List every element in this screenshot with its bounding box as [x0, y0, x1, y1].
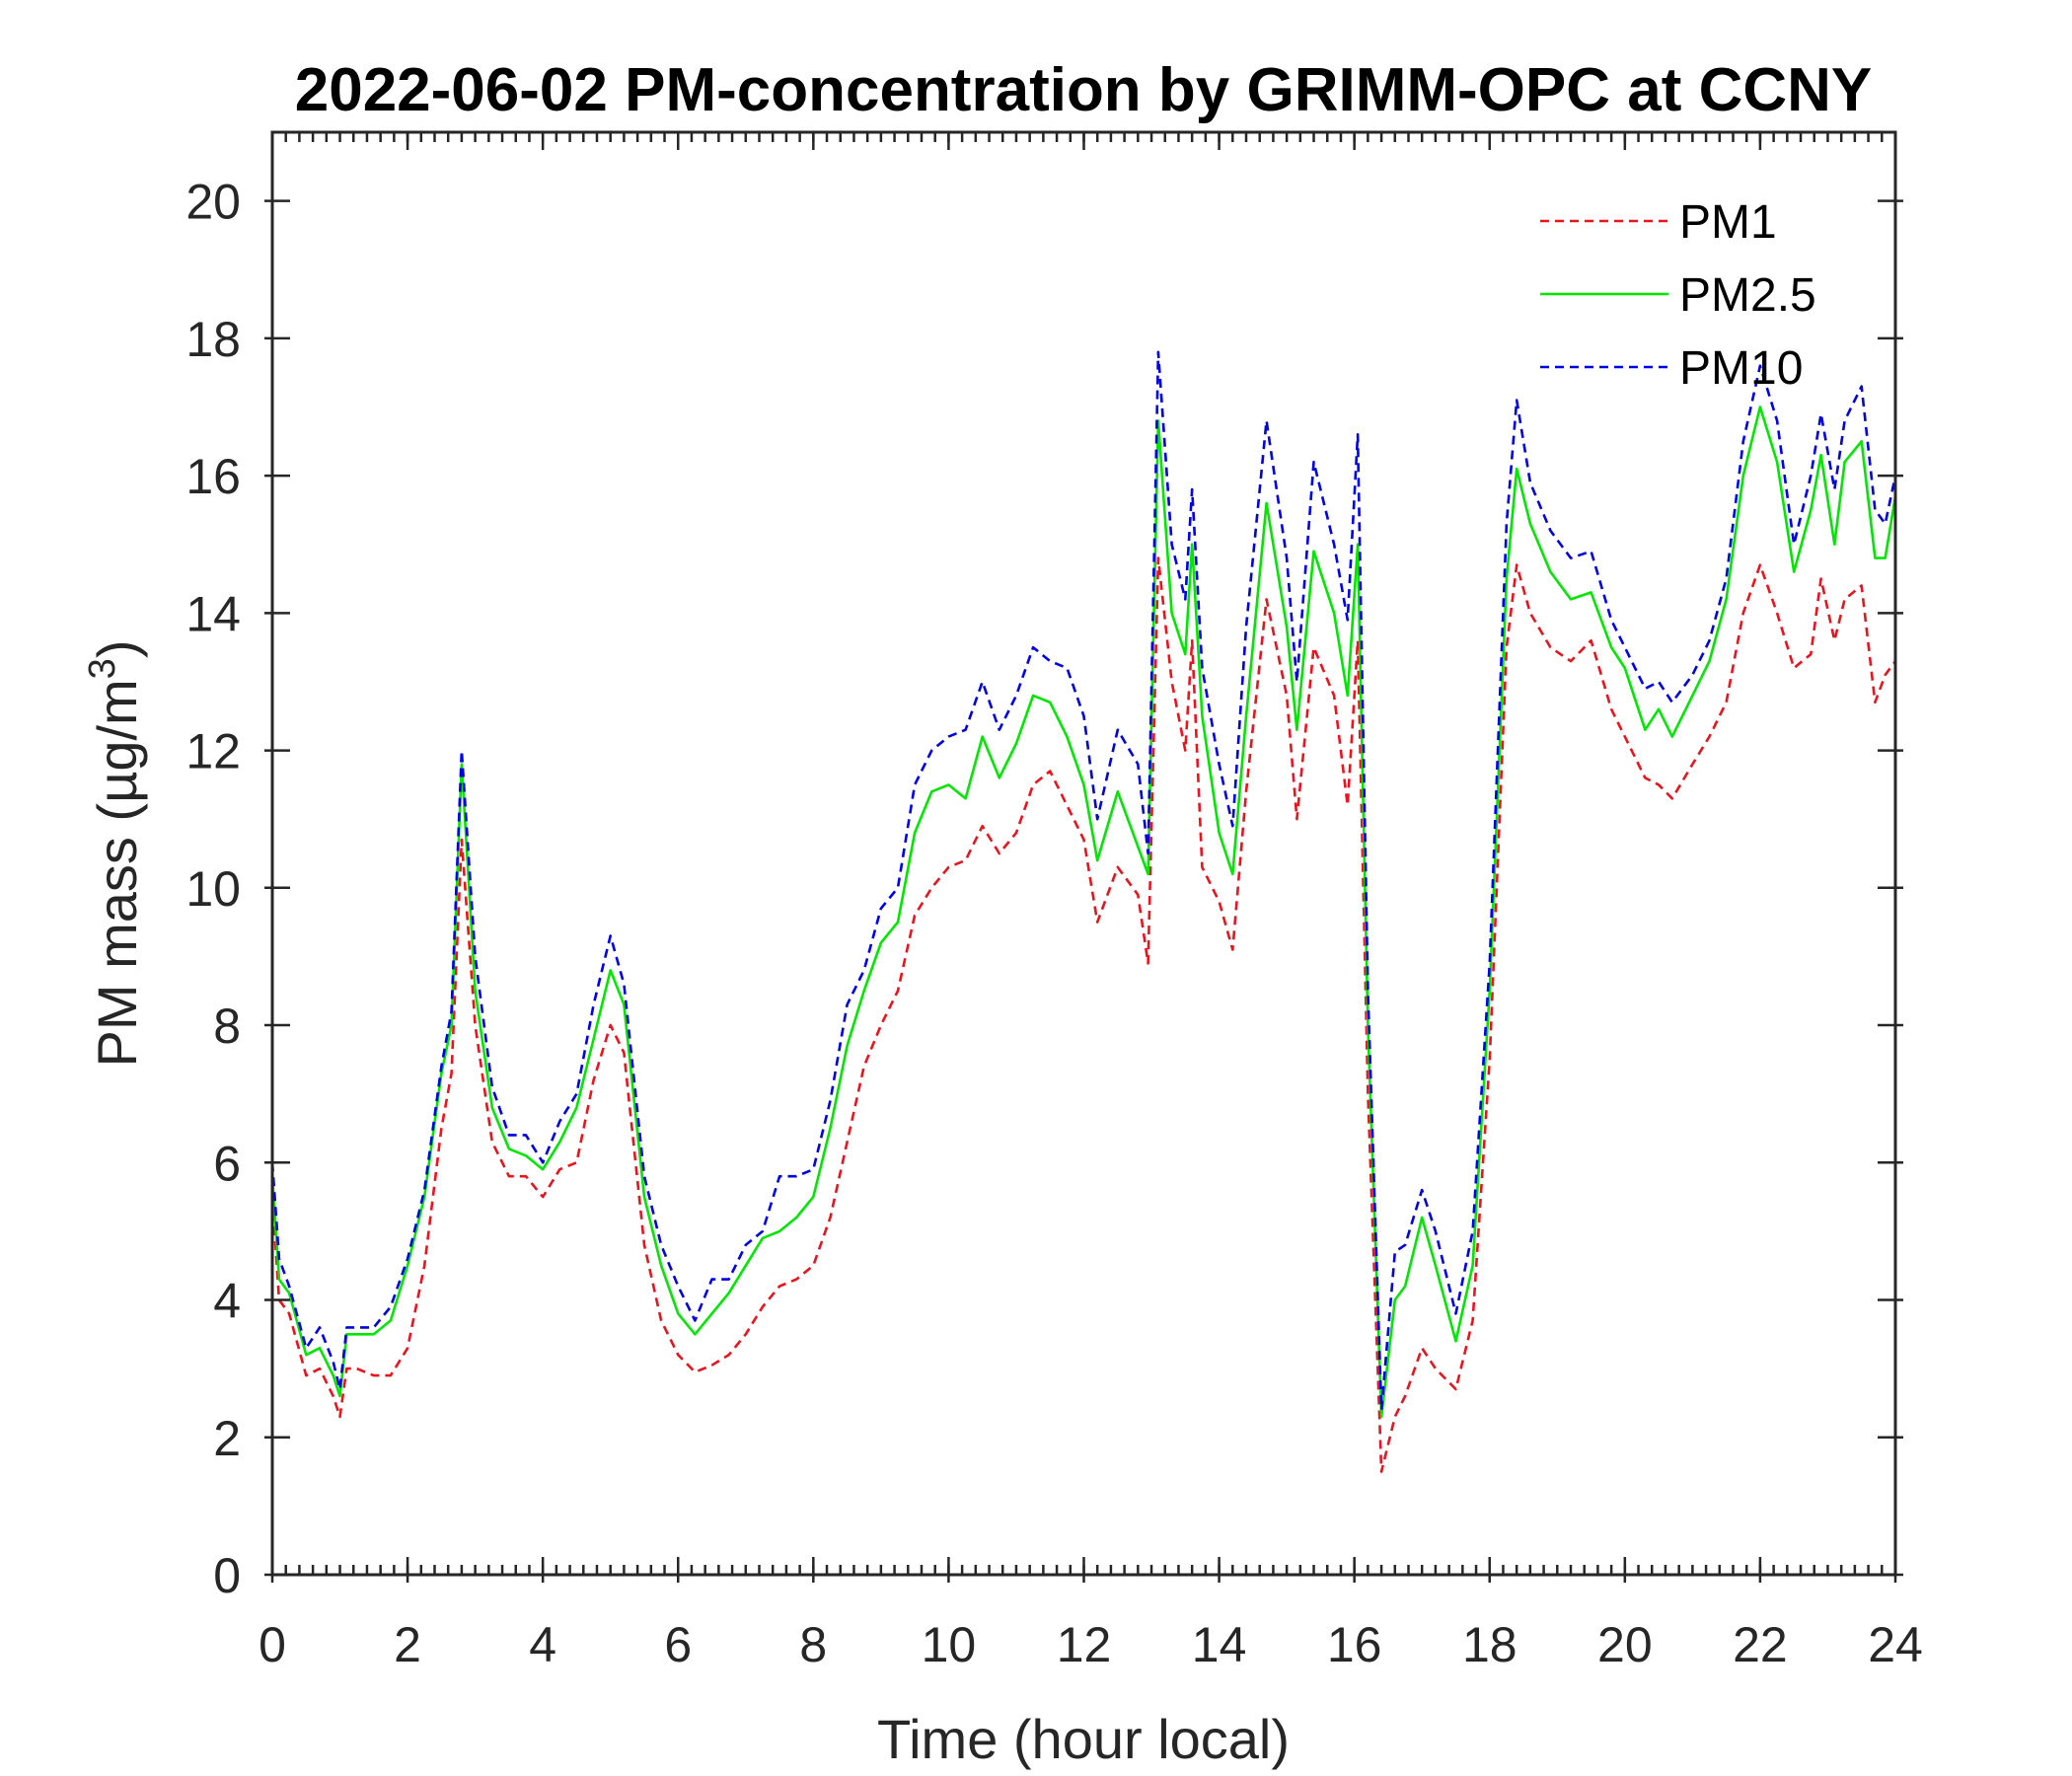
legend: PM1 PM2.5 PM10 — [1540, 196, 1816, 395]
y-tick-label: 12 — [185, 724, 241, 779]
y-tick-label: 0 — [213, 1548, 241, 1603]
y-axis-label-main: PM mass (µg/m — [86, 679, 148, 1067]
x-tick-label: 24 — [1868, 1617, 1923, 1672]
series-line-pm1 — [270, 556, 1897, 1473]
series-line-pm25 — [270, 406, 1897, 1419]
y-tick-label: 6 — [213, 1136, 241, 1191]
y-tick-label: 8 — [213, 999, 241, 1054]
x-tick-label: 22 — [1733, 1617, 1788, 1672]
y-tick-label: 16 — [185, 449, 241, 504]
x-tick-label: 8 — [799, 1617, 827, 1672]
x-tick-label: 6 — [664, 1617, 692, 1672]
x-tick-label: 2 — [394, 1617, 421, 1672]
legend-label: PM2.5 — [1679, 269, 1816, 322]
y-tick-label: 14 — [185, 586, 241, 641]
x-tick-label: 14 — [1192, 1617, 1247, 1672]
y-tick-label: 18 — [185, 312, 241, 367]
y-tick-label: 2 — [213, 1411, 241, 1466]
x-tick-label: 10 — [922, 1617, 977, 1672]
legend-label: PM10 — [1679, 342, 1803, 395]
x-tick-label: 4 — [529, 1617, 556, 1672]
legend-label: PM1 — [1679, 196, 1777, 249]
x-tick-label: 18 — [1462, 1617, 1517, 1672]
y-tick-label: 20 — [185, 175, 241, 230]
series-line-pm10 — [270, 350, 1897, 1412]
y-axis-label: PM mass (µg/m3) — [82, 640, 148, 1068]
x-tick-label: 12 — [1057, 1617, 1112, 1672]
x-axis-label: Time (hour local) — [877, 1708, 1290, 1770]
y-tick-label: 10 — [185, 861, 241, 917]
x-tick-label: 0 — [259, 1617, 286, 1672]
x-tick-label: 20 — [1597, 1617, 1653, 1672]
y-axis-label-superscript: 3 — [82, 658, 123, 679]
plot-frame — [270, 130, 1897, 1577]
chart-title: 2022-06-02 PM-concentration by GRIMM-OPC… — [295, 56, 1873, 124]
series-layer — [270, 350, 1897, 1473]
y-tick-label: 4 — [213, 1274, 241, 1329]
y-axis-label-close: ) — [86, 640, 148, 659]
x-tick-label: 16 — [1327, 1617, 1382, 1672]
